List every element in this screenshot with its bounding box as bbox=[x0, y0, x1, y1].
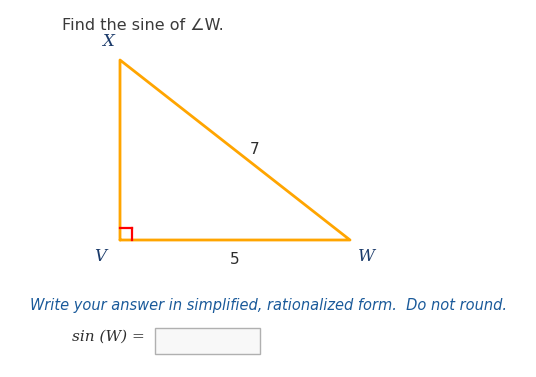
Text: Write your answer in simplified, rationalized form.  Do not round.: Write your answer in simplified, rationa… bbox=[29, 298, 507, 313]
Bar bbox=[155, 328, 260, 354]
Text: X: X bbox=[102, 33, 114, 50]
Text: Find the sine of ∠W.: Find the sine of ∠W. bbox=[62, 18, 224, 33]
Text: V: V bbox=[94, 248, 106, 265]
Text: 7: 7 bbox=[250, 143, 259, 158]
Text: 5: 5 bbox=[230, 252, 240, 267]
Text: W: W bbox=[358, 248, 375, 265]
Text: sin (W) =: sin (W) = bbox=[72, 330, 145, 344]
